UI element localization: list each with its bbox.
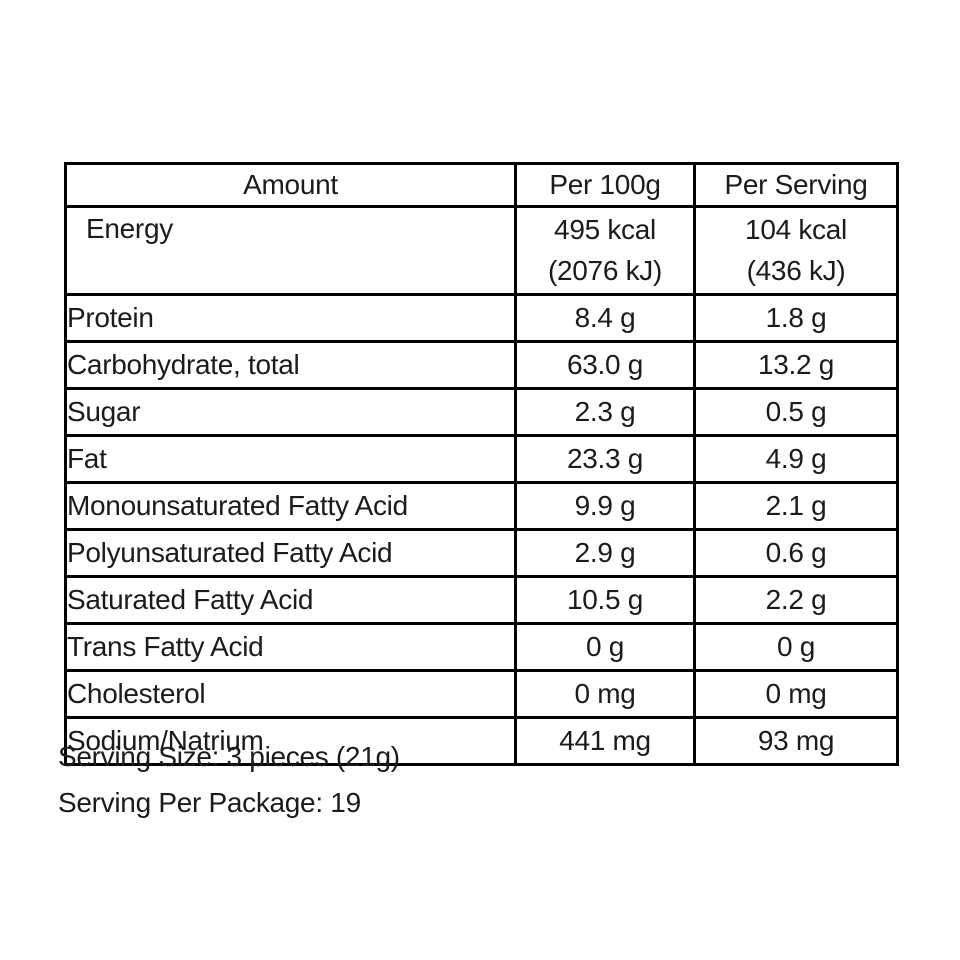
per-100g-value: 23.3 g xyxy=(514,434,696,484)
table-row-monounsaturated: Monounsaturated Fatty Acid 9.9 g 2.1 g xyxy=(64,481,899,531)
energy-kj-per-100g: (2076 kJ) xyxy=(547,255,663,286)
table-row-trans-fat: Trans Fatty Acid 0 g 0 g xyxy=(64,622,899,672)
energy-kcal-per-serving: 104 kcal xyxy=(745,214,847,245)
table-row-sodium: Sodium/Natrium 441 mg 93 mg xyxy=(64,716,899,766)
per-serving-value: 0.5 g xyxy=(693,387,899,437)
table-row-polyunsaturated: Polyunsaturated Fatty Acid 2.9 g 0.6 g xyxy=(64,528,899,578)
per-serving-value: 0 mg xyxy=(693,669,899,719)
per-serving-value: 1.8 g xyxy=(693,293,899,343)
energy-kj-per-serving: (436 kJ) xyxy=(746,255,846,286)
table-row-fat: Fat 23.3 g 4.9 g xyxy=(64,434,899,484)
per-serving-value: 0.6 g xyxy=(693,528,899,578)
header-per-100g: Per 100g xyxy=(514,162,696,208)
per-serving-value: 2.1 g xyxy=(693,481,899,531)
table-row-carbohydrate: Carbohydrate, total 63.0 g 13.2 g xyxy=(64,340,899,390)
per-serving-value: 104 kcal (436 kJ) xyxy=(693,205,899,296)
per-100g-value: 10.5 g xyxy=(514,575,696,625)
nutrient-label: Sodium/Natrium xyxy=(64,716,517,766)
nutrient-label: Cholesterol xyxy=(64,669,517,719)
table-row-protein: Protein 8.4 g 1.8 g xyxy=(64,293,899,343)
header-per-serving: Per Serving xyxy=(693,162,899,208)
table-row-cholesterol: Cholesterol 0 mg 0 mg xyxy=(64,669,899,719)
serving-size-text: Serving Size: 3 pieces (21g) xyxy=(58,741,400,772)
nutrient-label: Saturated Fatty Acid xyxy=(64,575,517,625)
per-serving-value: 4.9 g xyxy=(693,434,899,484)
per-serving-value: 0 g xyxy=(693,622,899,672)
per-100g-value: 2.3 g xyxy=(514,387,696,437)
table-row-energy: Energy 495 kcal (2076 kJ) 104 kcal (436 … xyxy=(64,205,899,296)
nutrient-label: Trans Fatty Acid xyxy=(64,622,517,672)
per-100g-value: 495 kcal (2076 kJ) xyxy=(514,205,696,296)
serving-per-package-text: Serving Per Package: 19 xyxy=(58,787,361,818)
per-serving-value: 2.2 g xyxy=(693,575,899,625)
nutrient-label: Sugar xyxy=(64,387,517,437)
nutrient-label: Protein xyxy=(64,293,517,343)
nutrient-label: Carbohydrate, total xyxy=(64,340,517,390)
per-100g-value: 63.0 g xyxy=(514,340,696,390)
per-100g-value: 0 mg xyxy=(514,669,696,719)
table-header-row: Amount Per 100g Per Serving xyxy=(64,162,899,208)
nutrient-label: Energy xyxy=(64,205,517,296)
header-amount: Amount xyxy=(64,162,517,208)
per-100g-value: 9.9 g xyxy=(514,481,696,531)
per-100g-value: 8.4 g xyxy=(514,293,696,343)
per-100g-value: 0 g xyxy=(514,622,696,672)
nutrient-label: Fat xyxy=(64,434,517,484)
table-row-saturated: Saturated Fatty Acid 10.5 g 2.2 g xyxy=(64,575,899,625)
nutrition-facts-table: Amount Per 100g Per Serving Energy 495 k… xyxy=(64,162,899,766)
nutrient-label: Polyunsaturated Fatty Acid xyxy=(64,528,517,578)
per-serving-value: 13.2 g xyxy=(693,340,899,390)
per-100g-value: 2.9 g xyxy=(514,528,696,578)
energy-kcal-per-100g: 495 kcal xyxy=(554,214,656,245)
nutrient-label: Monounsaturated Fatty Acid xyxy=(64,481,517,531)
per-100g-value: 441 mg xyxy=(514,716,696,766)
per-serving-value: 93 mg xyxy=(693,716,899,766)
table-row-sugar: Sugar 2.3 g 0.5 g xyxy=(64,387,899,437)
